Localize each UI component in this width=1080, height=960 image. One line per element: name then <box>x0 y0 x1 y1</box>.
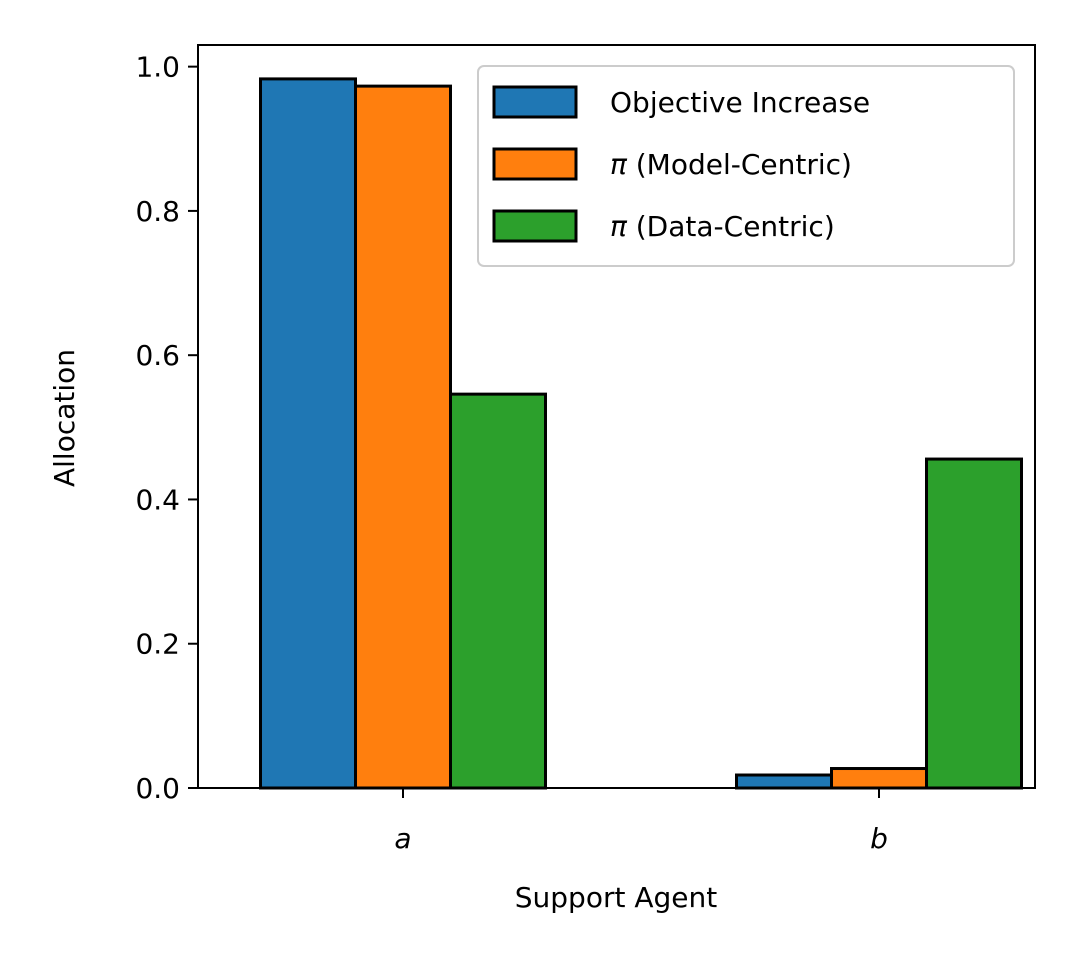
legend-swatch-2 <box>492 147 578 181</box>
y-tick-label: 0.6 <box>135 339 180 372</box>
plot-area-frame <box>197 44 1036 789</box>
legend-label-2: π (Model-Centric) <box>610 148 852 181</box>
legend-label-1: Objective Increase <box>610 86 870 119</box>
bar-a-series-1 <box>259 77 357 790</box>
y-axis: 0.0 0.2 0.4 0.6 0.8 1.0 <box>135 51 198 805</box>
bar-a-series-2 <box>354 84 452 790</box>
x-tick-label-a: a <box>394 822 411 855</box>
y-tick-label: 0.8 <box>135 195 180 228</box>
bars-group <box>259 77 1023 790</box>
legend: Objective Increase π (Model-Centric) π (Da… <box>477 65 1015 267</box>
legend-swatch-3 <box>492 209 578 243</box>
legend-box <box>477 65 1015 267</box>
x-tick-label-b: b <box>870 822 888 855</box>
bar-b-series-2 <box>830 767 928 790</box>
legend-swatch-1 <box>492 85 578 119</box>
y-tick-label: 0.0 <box>135 772 180 805</box>
y-tick-label: 1.0 <box>135 51 180 84</box>
y-tick-label: 0.4 <box>135 483 180 516</box>
bar-a-series-3 <box>449 392 547 790</box>
legend-label-3: π (Data-Centric) <box>610 210 835 243</box>
y-axis-label: Allocation <box>48 349 81 487</box>
y-tick-label: 0.2 <box>135 628 180 661</box>
bar-b-series-1 <box>735 773 833 790</box>
bar-b-series-3 <box>925 457 1023 790</box>
x-axis-label: Support Agent <box>515 881 717 914</box>
